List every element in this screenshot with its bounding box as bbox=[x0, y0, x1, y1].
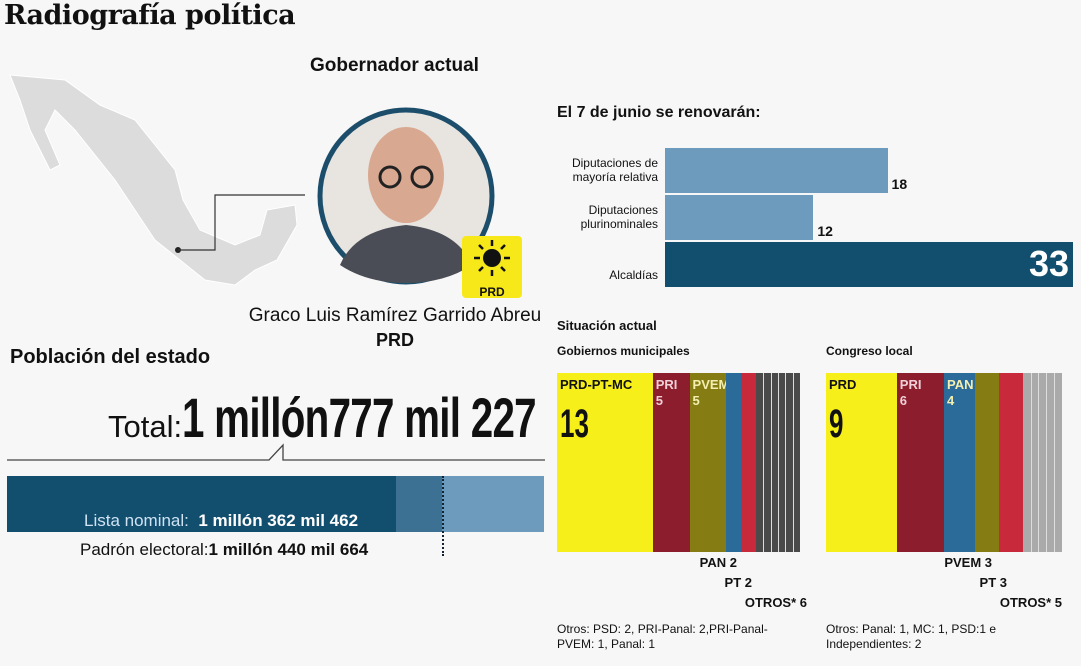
divider bbox=[7, 443, 545, 461]
renewal-bar bbox=[665, 195, 814, 240]
lista-nominal: Lista nominal: 1 millón 362 mil 462 bbox=[84, 511, 359, 530]
congress-stacked-bar: PRD 9 PRI 6 PAN 4 bbox=[826, 373, 1062, 552]
segment-divider bbox=[1046, 373, 1048, 552]
stacked-segment: PAN 4 bbox=[944, 373, 976, 552]
mexico-map bbox=[9, 74, 305, 286]
segment-divider bbox=[785, 373, 787, 552]
segment-value: 4 bbox=[947, 393, 955, 408]
page-title: Radiografía política bbox=[4, 0, 296, 31]
renewal-title: El 7 de junio se renovarán: bbox=[557, 104, 761, 121]
segment-divider bbox=[1054, 373, 1056, 552]
segment-label: PVEM 5 bbox=[693, 377, 730, 409]
segment-divider bbox=[792, 373, 794, 552]
congress-footnote: Otros: Panal: 1, MC: 1, PSD:1 e Independ… bbox=[826, 622, 997, 651]
segment-name: PVEM bbox=[692, 377, 730, 392]
stacked-segment: PVEM 5 bbox=[689, 373, 730, 552]
segment-name: PRD-PT-MC bbox=[560, 377, 633, 392]
stacked-segment bbox=[975, 373, 1000, 552]
lista-fill bbox=[7, 476, 397, 532]
population-total-value: 1 millón777 mil 227 bbox=[182, 386, 537, 449]
municipal-title: Gobiernos municipales bbox=[557, 344, 690, 358]
congress-title: Congreso local bbox=[826, 344, 913, 358]
segment-value: 5 bbox=[655, 393, 663, 408]
renewal-bar bbox=[665, 242, 1073, 287]
stacked-segment bbox=[1022, 373, 1062, 552]
renewal-value-label: 33 bbox=[1028, 243, 1069, 284]
stacked-segment: PRI 6 bbox=[896, 373, 944, 552]
stacked-segment: PRD-PT-MC 13 bbox=[557, 373, 653, 552]
segment-name: PAN bbox=[947, 377, 974, 392]
stacked-segment bbox=[755, 373, 800, 552]
population-heading: Población del estado bbox=[10, 346, 211, 368]
segment-label: PRI 5 bbox=[656, 377, 678, 409]
below-label: OTROS* 6 bbox=[744, 595, 807, 610]
below-label: OTROS* 5 bbox=[999, 595, 1062, 610]
segment-name: PRD bbox=[829, 377, 857, 392]
padron-electoral: Padrón electoral:1 millón 440 mil 664 bbox=[80, 540, 369, 559]
renewal-category-label: Alcaldías bbox=[609, 268, 658, 282]
stacked-segment bbox=[726, 373, 742, 552]
renewal-category-label: Diputaciones de mayoría relativa bbox=[571, 156, 658, 184]
below-label: PT 3 bbox=[979, 575, 1007, 590]
governor-heading: Gobernador actual bbox=[310, 55, 479, 76]
segment-label: PAN 4 bbox=[947, 377, 973, 409]
renewal-value-label: 12 bbox=[817, 223, 833, 239]
congress-below-labels: PVEM 3 PT 3 OTROS* 5 bbox=[820, 553, 1070, 613]
segment-label: PRD 9 bbox=[829, 377, 856, 447]
renewal-bar bbox=[665, 148, 888, 193]
municipal-below-labels: PAN 2 PT 2 OTROS* 6 bbox=[557, 553, 807, 613]
population-total: Total:1 millón777 mil 227 bbox=[108, 386, 537, 449]
stacked-segment bbox=[741, 373, 756, 552]
prd-logo: PRD bbox=[462, 236, 522, 299]
padron-marker bbox=[442, 476, 444, 556]
renewal-chart: Diputaciones de mayoría relativa 18 Diputa… bbox=[548, 148, 1078, 290]
segment-divider bbox=[763, 373, 765, 552]
sun-icon bbox=[474, 240, 510, 276]
stacked-segment: PRD 9 bbox=[826, 373, 897, 552]
below-label: PAN 2 bbox=[699, 555, 737, 570]
segment-divider bbox=[1030, 373, 1032, 552]
segment-name: PRI bbox=[655, 377, 678, 392]
segment-divider bbox=[770, 373, 772, 552]
situation-title: Situación actual bbox=[557, 318, 657, 333]
renewal-value-label: 18 bbox=[891, 176, 908, 192]
segment-value: 5 bbox=[692, 393, 700, 408]
segment-value: 9 bbox=[829, 402, 844, 446]
segment-value: 13 bbox=[560, 402, 589, 446]
stacked-segment: PRI 5 bbox=[652, 373, 690, 552]
segment-label: PRD-PT-MC 13 bbox=[560, 377, 632, 447]
renewal-category-label: Diputaciones plurinominales bbox=[580, 203, 658, 231]
governor-name: Graco Luis Ramírez Garrido Abreu bbox=[248, 305, 542, 326]
segment-divider bbox=[1038, 373, 1040, 552]
population-bar bbox=[7, 476, 544, 532]
governor-party: PRD bbox=[375, 330, 414, 350]
segment-name: PRI bbox=[899, 377, 922, 392]
municipal-footnote: Otros: PSD: 2, PRI-Panal: 2,PRI-Panal-PV… bbox=[557, 622, 768, 651]
segment-label: PRI 6 bbox=[900, 377, 922, 409]
stacked-segment bbox=[999, 373, 1023, 552]
governor-photo bbox=[317, 107, 495, 285]
segment-divider bbox=[777, 373, 779, 552]
segment-value: 6 bbox=[899, 393, 908, 408]
below-label: PT 2 bbox=[724, 575, 752, 590]
below-label: PVEM 3 bbox=[944, 555, 992, 570]
municipal-stacked-bar: PRD-PT-MC 13 PRI 5 PVEM 5 bbox=[557, 373, 800, 552]
